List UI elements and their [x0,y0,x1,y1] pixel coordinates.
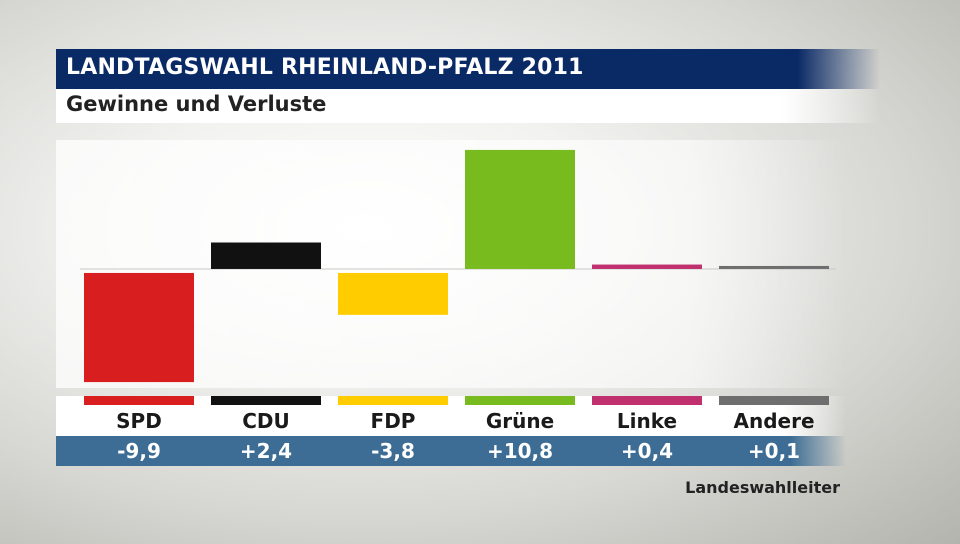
source-label: Landeswahlleiter [685,478,840,497]
color-strip-linke [592,396,702,405]
chart-title: LANDTAGSWAHL RHEINLAND-PFALZ 2011 [66,55,584,80]
color-strip-andere [719,396,829,405]
party-label-spd: SPD [116,409,162,433]
value-label-fdp: -3,8 [371,439,415,463]
chart-subtitle: Gewinne und Verluste [66,92,327,116]
value-labels-row: -9,9 +2,4 -3,8 +10,8 +0,4 +0,1 [56,436,846,466]
color-strip-cdu [211,396,321,405]
value-label-grüne: +10,8 [486,439,554,463]
subtitle-bar: Gewinne und Verluste [56,89,880,123]
party-label-andere: Andere [733,409,815,433]
value-label-cdu: +2,4 [239,439,293,463]
bar-andere [719,265,829,269]
bar-spd [84,272,194,383]
bar-cdu [211,242,321,269]
party-label-grüne: Grüne [485,409,555,433]
color-strip-fdp [338,396,448,405]
party-label-fdp: FDP [370,409,416,433]
bar-linke [592,264,702,269]
bar-chart [80,149,836,383]
chart-area [56,140,846,388]
value-label-spd: -9,9 [117,439,161,463]
party-label-linke: Linke [616,409,678,433]
value-label-linke: +0,4 [620,439,674,463]
value-label-andere: +0,1 [747,439,801,463]
party-label-cdu: CDU [242,409,290,433]
color-strip-grüne [465,396,575,405]
bar-grüne [465,149,575,269]
color-strip-spd [84,396,194,405]
title-bar: LANDTAGSWAHL RHEINLAND-PFALZ 2011 [56,49,880,89]
bar-fdp [338,272,448,315]
party-labels-row: SPD CDU FDP Grüne Linke Andere [56,396,846,436]
